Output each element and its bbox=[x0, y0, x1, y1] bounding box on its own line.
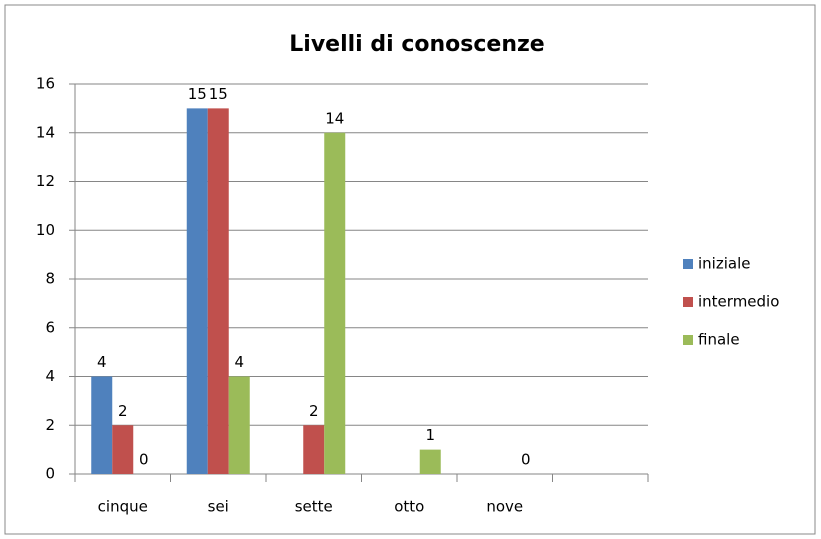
bar bbox=[324, 132, 346, 474]
legend-swatch bbox=[683, 335, 693, 345]
data-label: 1 bbox=[425, 426, 435, 444]
data-label: 0 bbox=[139, 451, 149, 469]
chart-title: Livelli di conoscenze bbox=[289, 32, 544, 57]
legend-label: intermedio bbox=[698, 293, 779, 311]
bar bbox=[186, 108, 208, 474]
y-tick-label: 12 bbox=[36, 172, 55, 190]
legend-swatch bbox=[683, 259, 693, 269]
bar bbox=[207, 108, 229, 474]
y-tick-label: 6 bbox=[45, 318, 55, 336]
data-label: 4 bbox=[234, 353, 244, 371]
y-tick-label: 10 bbox=[36, 221, 55, 239]
x-tick-label: cinque bbox=[98, 498, 148, 516]
y-tick-label: 2 bbox=[45, 416, 55, 434]
data-label: 15 bbox=[209, 85, 228, 103]
y-tick-label: 16 bbox=[36, 75, 55, 93]
data-label: 0 bbox=[521, 451, 531, 469]
y-tick-label: 0 bbox=[45, 465, 55, 483]
bar bbox=[91, 376, 113, 474]
bar bbox=[228, 376, 250, 474]
legend-swatch bbox=[683, 297, 693, 307]
y-tick-label: 14 bbox=[36, 123, 55, 141]
y-tick-label: 4 bbox=[45, 367, 55, 385]
data-label: 14 bbox=[325, 109, 344, 127]
data-label: 15 bbox=[188, 85, 207, 103]
data-label: 2 bbox=[309, 402, 319, 420]
bar bbox=[112, 425, 134, 474]
legend-label: finale bbox=[698, 331, 740, 349]
x-tick-label: otto bbox=[394, 498, 424, 516]
y-tick-label: 8 bbox=[45, 270, 55, 288]
bar bbox=[419, 449, 441, 474]
x-tick-label: sei bbox=[208, 498, 229, 516]
bar bbox=[303, 425, 325, 474]
data-label: 4 bbox=[97, 353, 107, 371]
legend-label: iniziale bbox=[698, 255, 750, 273]
x-tick-label: nove bbox=[486, 498, 523, 516]
x-tick-label: sette bbox=[295, 498, 333, 516]
data-label: 2 bbox=[118, 402, 128, 420]
chart-border bbox=[4, 4, 816, 535]
